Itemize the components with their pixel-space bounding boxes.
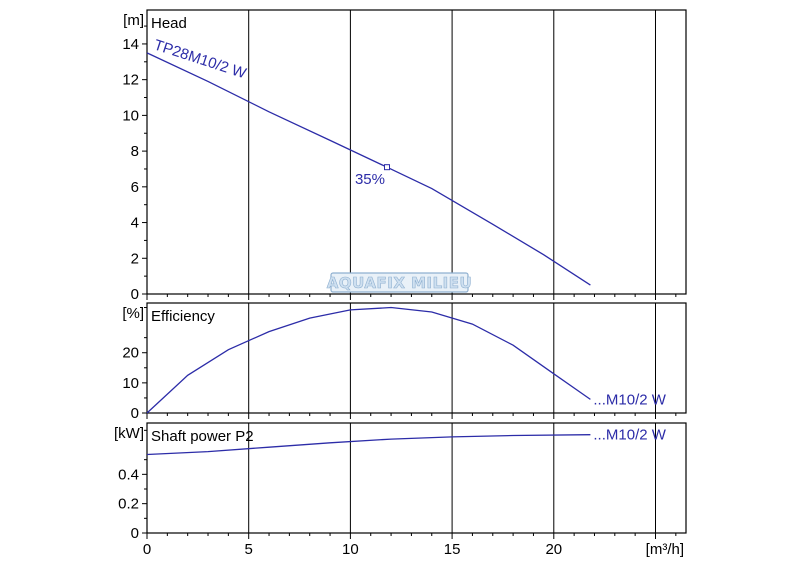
panel-frame bbox=[146, 302, 687, 414]
panel-1: 0 10 20 [%] Efficiency ...M10/2 W bbox=[122, 302, 687, 422]
x-tick-label: 15 bbox=[444, 541, 461, 558]
series-name-label: ...M10/2 W bbox=[593, 427, 666, 444]
series-line bbox=[146, 52, 591, 286]
operating-point-marker bbox=[384, 164, 391, 171]
y-tick-label: 0 bbox=[131, 286, 139, 303]
panel-0: 0 2 4 6 8 10 12 14 [m] Head TP28M10/2 W 35% bbox=[122, 9, 687, 303]
y-unit-label: [%] bbox=[122, 305, 144, 322]
series-line bbox=[146, 306, 591, 414]
x-tick-label: 20 bbox=[545, 541, 562, 558]
y-tick-label: 0.2 bbox=[118, 496, 139, 513]
watermark-box bbox=[330, 272, 469, 293]
y-tick-label: 10 bbox=[122, 375, 139, 392]
panel-frame bbox=[146, 9, 687, 295]
x-unit-label: [m³/h] bbox=[646, 541, 684, 558]
y-unit-label: [kW] bbox=[114, 425, 144, 442]
x-tick-label: 10 bbox=[342, 541, 359, 558]
y-tick-label: 12 bbox=[122, 72, 139, 89]
panel-title: Shaft power P2 bbox=[151, 428, 254, 445]
annotation-label: 35% bbox=[355, 171, 385, 188]
y-tick-label: 14 bbox=[122, 36, 139, 53]
y-tick-label: 2 bbox=[131, 250, 139, 267]
y-tick-label: 0.4 bbox=[118, 466, 139, 483]
panel-frame bbox=[146, 422, 687, 534]
y-tick-label: 20 bbox=[122, 345, 139, 362]
series-line bbox=[146, 434, 591, 456]
y-tick-label: 10 bbox=[122, 107, 139, 124]
panel-title: Head bbox=[151, 15, 187, 32]
y-unit-label: [m] bbox=[123, 12, 144, 29]
y-tick-label: 4 bbox=[131, 215, 139, 232]
x-tick-label: 5 bbox=[245, 541, 253, 558]
panel-2: 0 0.2 0.4 [kW] Shaft power P2 ...M10/2 W 0 5 10 1… bbox=[114, 422, 687, 558]
y-tick-label: 0 bbox=[131, 525, 139, 542]
y-tick-label: 6 bbox=[131, 179, 139, 196]
panel-title: Efficiency bbox=[151, 308, 215, 325]
x-tick-label: 0 bbox=[143, 541, 151, 558]
y-tick-label: 8 bbox=[131, 143, 139, 160]
watermark-text: AQUAFIX MILIEU bbox=[327, 274, 472, 292]
series-name-label: TP28M10/2 W bbox=[152, 37, 249, 83]
series-name-label: ...M10/2 W bbox=[593, 391, 666, 408]
watermark-logo: AQUAFIX MILIEU bbox=[327, 272, 472, 293]
y-tick-label: 0 bbox=[131, 405, 139, 422]
